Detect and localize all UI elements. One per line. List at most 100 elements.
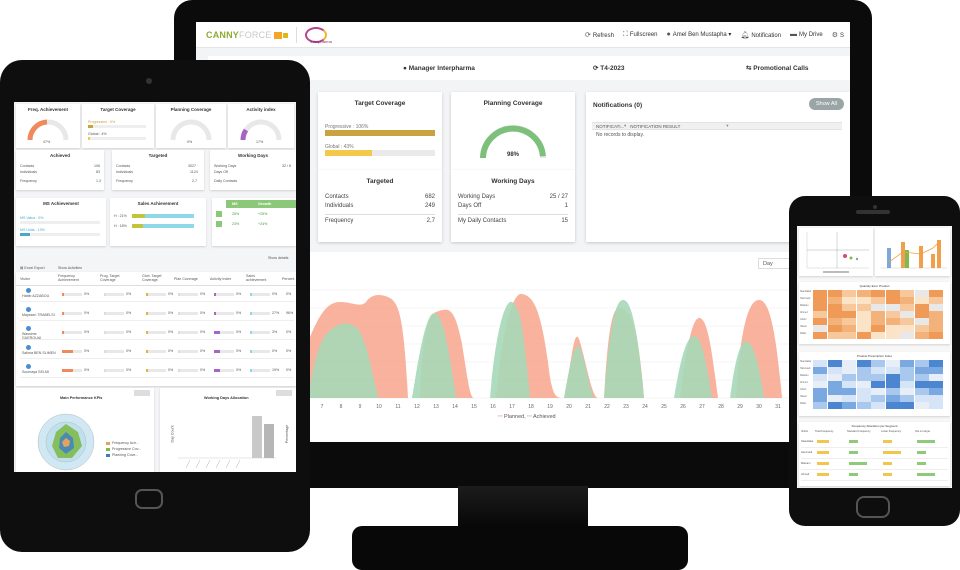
heatmap-cell[interactable] bbox=[871, 367, 885, 374]
show-activities-button[interactable]: Show Activities bbox=[58, 266, 82, 270]
heatmap-cell[interactable] bbox=[871, 374, 885, 381]
heatmap-cell[interactable] bbox=[827, 395, 842, 402]
table-row[interactable]: Soumaya SELMI 0% 0% 0% 0% 0% 19% 0% bbox=[20, 364, 294, 378]
heatmap-cell[interactable] bbox=[929, 318, 943, 325]
heatmap-cell[interactable] bbox=[856, 388, 871, 395]
fullscreen-button[interactable]: ⛶ Fullscreen bbox=[622, 30, 658, 38]
heatmap-cell[interactable] bbox=[856, 304, 871, 311]
heatmap-cell[interactable] bbox=[900, 367, 914, 374]
heatmap-cell[interactable] bbox=[914, 402, 929, 409]
heatmap-cell[interactable] bbox=[813, 290, 827, 297]
heatmap-cell[interactable] bbox=[871, 325, 885, 332]
heatmap-cell[interactable] bbox=[929, 332, 943, 339]
filter-icon[interactable]: ▾ bbox=[624, 123, 627, 128]
heatmap-cell[interactable] bbox=[885, 388, 900, 395]
filter-icon[interactable]: ▾ bbox=[726, 123, 729, 128]
heatmap-cell[interactable] bbox=[827, 374, 842, 381]
heatmap-cell[interactable] bbox=[842, 402, 856, 409]
heatmap-cell[interactable] bbox=[914, 395, 929, 402]
heatmap-cell[interactable] bbox=[856, 325, 871, 332]
table-row[interactable]: Mayssen TRABELSI 0% 0% 0% 0% 0% 27% 96% bbox=[20, 307, 294, 321]
heatmap-cell[interactable] bbox=[813, 311, 827, 318]
heatmap-cell[interactable] bbox=[914, 318, 929, 325]
heatmap-cell[interactable] bbox=[813, 360, 827, 367]
heatmap-cell[interactable] bbox=[914, 290, 929, 297]
heatmap-cell[interactable] bbox=[842, 311, 856, 318]
heatmap-cell[interactable] bbox=[914, 360, 929, 367]
heatmap-cell[interactable] bbox=[856, 381, 871, 388]
show-details-link[interactable]: Show details bbox=[268, 256, 289, 260]
my-drive-button[interactable]: ▬ My Drive bbox=[790, 31, 823, 38]
download-button[interactable] bbox=[276, 390, 292, 396]
heatmap-cell[interactable] bbox=[813, 388, 827, 395]
heatmap-cell[interactable] bbox=[856, 290, 871, 297]
heatmap-cell[interactable] bbox=[813, 402, 827, 409]
heatmap-cell[interactable] bbox=[827, 318, 842, 325]
heatmap-cell[interactable] bbox=[813, 381, 827, 388]
table-row[interactable]: Ahmed bbox=[801, 471, 948, 481]
legend-planned-label[interactable]: Planned bbox=[504, 414, 525, 420]
column-header[interactable]: Plan Coverage bbox=[174, 277, 198, 281]
heatmap-cell[interactable] bbox=[914, 367, 929, 374]
excel-export-button[interactable]: ▤ Excel Export bbox=[20, 266, 45, 270]
heatmap-cell[interactable] bbox=[871, 332, 885, 339]
heatmap-cell[interactable] bbox=[929, 304, 943, 311]
heatmap-cell[interactable] bbox=[885, 290, 900, 297]
heatmap-cell[interactable] bbox=[914, 297, 929, 304]
heatmap-cell[interactable] bbox=[813, 297, 827, 304]
column-header[interactable]: Frequency Achievement bbox=[58, 274, 79, 282]
heatmap-cell[interactable] bbox=[900, 290, 914, 297]
heatmap-cell[interactable] bbox=[900, 402, 914, 409]
heatmap-cell[interactable] bbox=[827, 388, 842, 395]
heatmap-cell[interactable] bbox=[827, 304, 842, 311]
column-header[interactable]: Sales achievement bbox=[246, 274, 267, 282]
column-header[interactable]: Glob. Target Coverage bbox=[142, 274, 162, 282]
heatmap-cell[interactable] bbox=[885, 325, 900, 332]
heatmap-cell[interactable] bbox=[842, 367, 856, 374]
heatmap-cell[interactable] bbox=[900, 304, 914, 311]
heatmap-cell[interactable] bbox=[856, 318, 871, 325]
heatmap-cell[interactable] bbox=[813, 318, 827, 325]
heatmap-cell[interactable] bbox=[914, 381, 929, 388]
heatmap-cell[interactable] bbox=[885, 318, 900, 325]
heatmap-cell[interactable] bbox=[900, 311, 914, 318]
heatmap-cell[interactable] bbox=[885, 402, 900, 409]
heatmap-cell[interactable] bbox=[827, 402, 842, 409]
heatmap-cell[interactable] bbox=[856, 367, 871, 374]
column-header[interactable]: Visitor bbox=[20, 277, 30, 281]
heatmap-cell[interactable] bbox=[827, 332, 842, 339]
heatmap-cell[interactable] bbox=[871, 402, 885, 409]
heatmap-cell[interactable] bbox=[871, 395, 885, 402]
heatmap-cell[interactable] bbox=[929, 388, 943, 395]
heatmap-cell[interactable] bbox=[871, 311, 885, 318]
heatmap-cell[interactable] bbox=[885, 332, 900, 339]
heatmap-cell[interactable] bbox=[827, 290, 842, 297]
heatmap-cell[interactable] bbox=[813, 395, 827, 402]
heatmap-cell[interactable] bbox=[827, 325, 842, 332]
table-row[interactable]: Skandakar bbox=[801, 438, 948, 448]
heatmap-cell[interactable] bbox=[900, 381, 914, 388]
heatmap-cell[interactable] bbox=[856, 360, 871, 367]
heatmap-cell[interactable] bbox=[929, 374, 943, 381]
period-selector[interactable]: ⟳ T4-2023 bbox=[593, 65, 625, 72]
show-all-button[interactable]: Show All bbox=[808, 98, 844, 110]
heatmap-cell[interactable] bbox=[856, 311, 871, 318]
heatmap-cell[interactable] bbox=[871, 318, 885, 325]
heatmap-cell[interactable] bbox=[929, 290, 943, 297]
heatmap-cell[interactable] bbox=[929, 402, 943, 409]
table-row[interactable]: Habib AZZABOU 0% 0% 0% 0% 0% 0% 0% bbox=[20, 288, 294, 302]
heatmap-cell[interactable] bbox=[914, 332, 929, 339]
heatmap-cell[interactable] bbox=[827, 381, 842, 388]
heatmap-cell[interactable] bbox=[856, 402, 871, 409]
refresh-button[interactable]: ⟳ Refresh bbox=[585, 31, 614, 39]
heatmap-cell[interactable] bbox=[871, 360, 885, 367]
heatmap-cell[interactable] bbox=[842, 395, 856, 402]
heatmap-cell[interactable] bbox=[885, 381, 900, 388]
heatmap-cell[interactable] bbox=[842, 381, 856, 388]
heatmap-cell[interactable] bbox=[900, 360, 914, 367]
column-header[interactable]: Activity Index bbox=[210, 277, 232, 281]
heatmap-cell[interactable] bbox=[842, 388, 856, 395]
legend-label[interactable]: Planning Cove... bbox=[112, 453, 139, 457]
table-row[interactable]: Hammadi bbox=[801, 449, 948, 459]
call-type-selector[interactable]: ⇆ Promotional Calls bbox=[746, 65, 809, 72]
